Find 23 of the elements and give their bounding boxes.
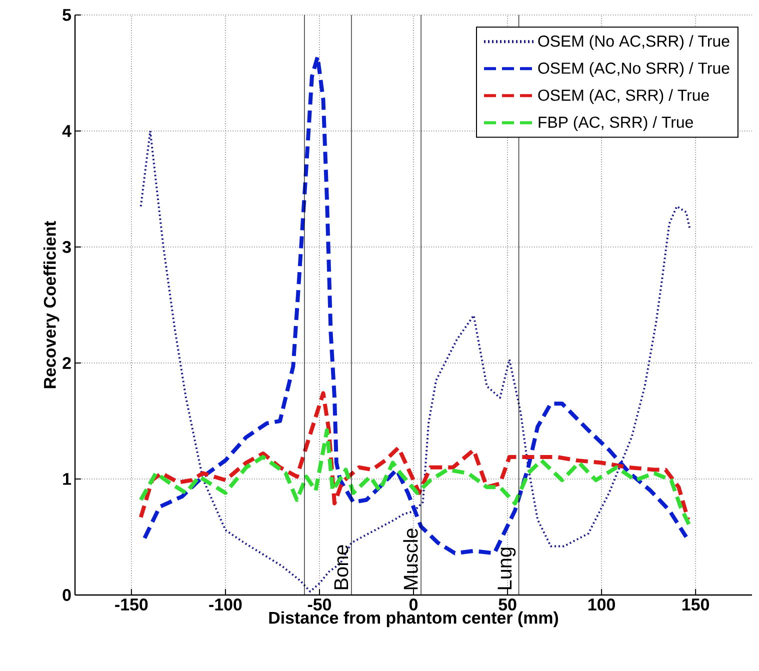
y-tick-label: 0: [62, 588, 71, 601]
legend-label: OSEM (AC,No SRR) / True: [538, 62, 730, 77]
y-tick-label: 2: [62, 357, 71, 369]
x-tick-label: -50: [308, 598, 332, 611]
x-tick-label: -100: [209, 598, 242, 611]
y-tick-label: 5: [62, 9, 72, 21]
x-tick-label: 0: [409, 598, 418, 611]
legend-label: OSEM (No AC,SRR) / True: [538, 35, 730, 50]
y-axis-title: Recovery Coefficient: [43, 220, 60, 388]
x-tick-label: 100: [588, 598, 615, 611]
ref-line-label: Muscle: [403, 528, 418, 590]
legend-label: FBP (AC, SRR) / True: [538, 116, 693, 132]
y-tick-label: 4: [62, 125, 72, 137]
x-axis-title: Distance from phantom center (mm): [269, 611, 558, 628]
y-tick-label: 1: [63, 473, 72, 485]
y-tick-label: 3: [62, 240, 71, 253]
ref-line-label: Bone: [334, 545, 348, 590]
x-tick-label: -150: [115, 598, 148, 611]
line-series: [140, 130, 691, 593]
ref-line-label: Lung: [498, 548, 516, 590]
legend-label: OSEM (AC, SRR) / True: [538, 89, 709, 104]
x-tick-label: 50: [498, 598, 516, 611]
x-tick-label: 150: [682, 598, 710, 611]
